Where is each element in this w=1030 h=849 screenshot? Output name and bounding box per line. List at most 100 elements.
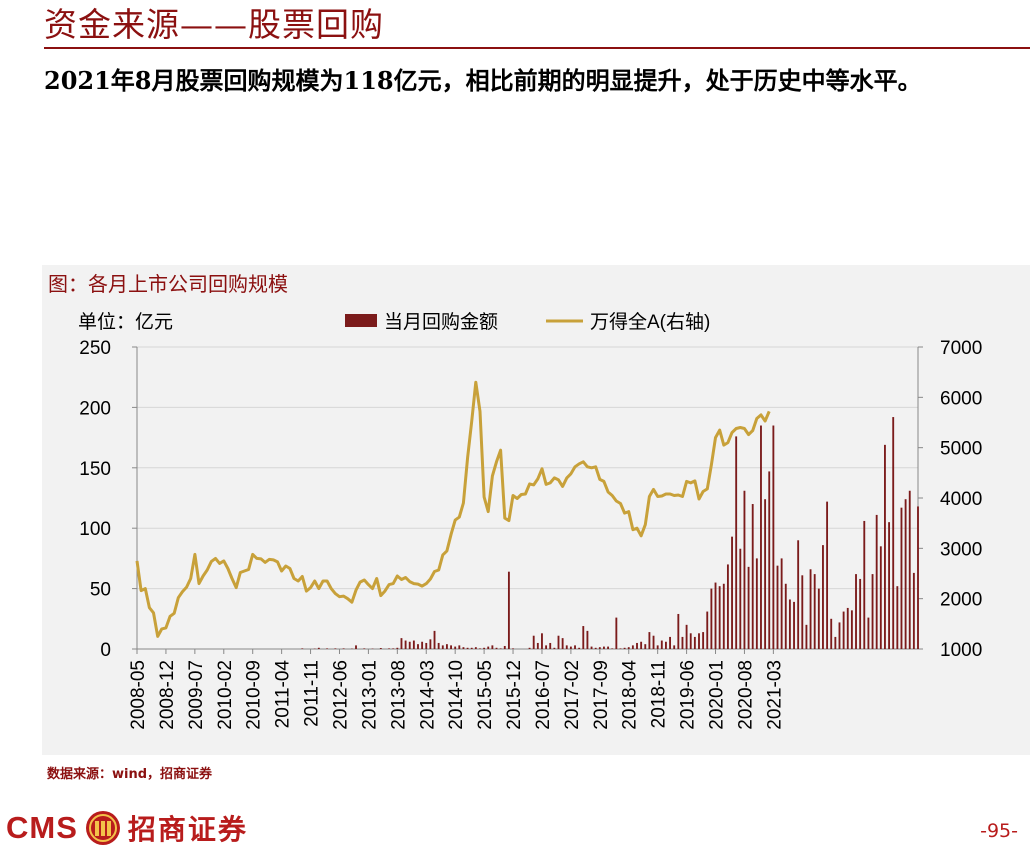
x-tick-label: 2021-03 (764, 660, 785, 730)
index-line (135, 380, 771, 638)
buyback-bar (801, 575, 804, 649)
x-tick-label: 2014-10 (446, 660, 467, 730)
buyback-bar (483, 647, 486, 649)
buyback-bar (342, 648, 345, 649)
buyback-bar (809, 569, 812, 649)
x-tick-label: 2013-08 (388, 660, 409, 730)
page-subtitle: 2021年8月股票回购规模为118亿元，相比前期的明显提升，处于历史中等水平。 (44, 66, 922, 95)
buyback-bar (379, 648, 382, 649)
buyback-bar (693, 636, 696, 649)
x-tick-label: 2019-06 (678, 660, 699, 730)
buyback-bar (648, 632, 651, 649)
buyback-bar (615, 617, 618, 649)
logo-badge-icon (85, 811, 120, 845)
right-tick-label: 1000 (940, 640, 982, 661)
buyback-bar (499, 648, 502, 649)
buyback-bar (569, 646, 572, 649)
buyback-bar (772, 425, 775, 649)
buyback-bar (665, 641, 667, 649)
buyback-bar (594, 647, 597, 649)
x-tick-label: 2011-04 (273, 660, 294, 729)
buyback-bar (479, 648, 481, 649)
x-tick-label: 2018-11 (649, 660, 670, 728)
buyback-bar (917, 506, 919, 649)
right-tick-label: 5000 (940, 439, 982, 460)
left-tick-label: 50 (90, 580, 111, 601)
buyback-bar (623, 647, 626, 649)
right-tick-label: 2000 (940, 590, 982, 611)
buyback-bar (466, 647, 469, 649)
buyback-bar (859, 578, 862, 649)
buyback-bar (838, 622, 841, 649)
buyback-bar (474, 647, 477, 649)
buyback-bar (598, 647, 601, 649)
buyback-bar (578, 647, 581, 649)
buyback-bar (429, 639, 432, 649)
buyback-bar (656, 645, 659, 649)
buyback-bar (627, 647, 630, 649)
buyback-bar (404, 640, 407, 649)
buyback-bar (751, 504, 754, 649)
right-tick-label: 4000 (940, 489, 982, 510)
buyback-bar (603, 646, 605, 649)
buyback-bar (888, 522, 891, 649)
buyback-bar (388, 648, 390, 649)
buyback-bar (326, 648, 329, 649)
buyback-bar (545, 645, 548, 649)
buyback-bar (747, 566, 750, 649)
buyback-bar (826, 501, 829, 649)
page-title: 资金来源——股票回购 (44, 5, 384, 44)
buyback-bar (553, 647, 556, 649)
buyback-bar (797, 540, 800, 649)
x-tick-label: 2010-02 (215, 660, 236, 730)
buyback-bar (788, 599, 791, 649)
buyback-bar (784, 583, 787, 649)
buyback-bar (355, 645, 357, 649)
buyback-bar (507, 571, 510, 649)
buyback-bar (768, 471, 771, 649)
page-number: -95- (980, 820, 1018, 842)
buyback-bar (317, 647, 320, 649)
buyback-bar (677, 613, 680, 649)
buyback-bar (726, 564, 729, 649)
buyback-bar (470, 647, 473, 649)
buyback-bar (437, 642, 440, 649)
buyback-bar (760, 425, 762, 649)
buyback-bar (549, 642, 552, 649)
buyback-bar (445, 644, 448, 649)
legend-bar-swatch (345, 314, 377, 327)
x-tick-label: 2011-11 (302, 660, 323, 727)
buyback-bar (871, 574, 874, 649)
buyback-bar (640, 641, 643, 649)
buyback-bar (755, 558, 758, 649)
buyback-bar (417, 644, 419, 649)
buyback-bar (607, 646, 610, 649)
x-tick-label: 2017-02 (562, 660, 583, 730)
x-tick-label: 2009-07 (186, 660, 207, 730)
buyback-bar (793, 601, 795, 649)
buyback-bar (764, 499, 767, 649)
buyback-bar (855, 574, 857, 649)
buyback-bar (780, 558, 783, 649)
buyback-bar (867, 617, 870, 649)
x-tick-label: 2010-09 (244, 660, 265, 730)
buyback-bar (458, 645, 461, 649)
left-tick-label: 0 (100, 640, 111, 661)
chart-title: 图：各月上市公司回购规模 (48, 272, 288, 296)
buyback-bar (408, 641, 411, 649)
buyback-bar (619, 648, 622, 649)
buyback-bar (582, 626, 585, 649)
buyback-bar (710, 588, 713, 649)
left-tick-label: 200 (79, 398, 111, 419)
buyback-bar (392, 648, 395, 649)
buyback-bar (735, 436, 738, 649)
buyback-bar (776, 565, 779, 649)
buyback-bar (731, 536, 733, 649)
buyback-bar (450, 645, 452, 649)
buyback-bar (669, 636, 671, 649)
buyback-bar (536, 642, 539, 649)
x-tick-label: 2017-09 (591, 660, 612, 730)
data-source-note: 数据来源：wind，招商证券 (47, 767, 213, 782)
logo-chinese-text: 招商证券 (127, 813, 248, 846)
right-tick-label: 3000 (940, 539, 982, 560)
